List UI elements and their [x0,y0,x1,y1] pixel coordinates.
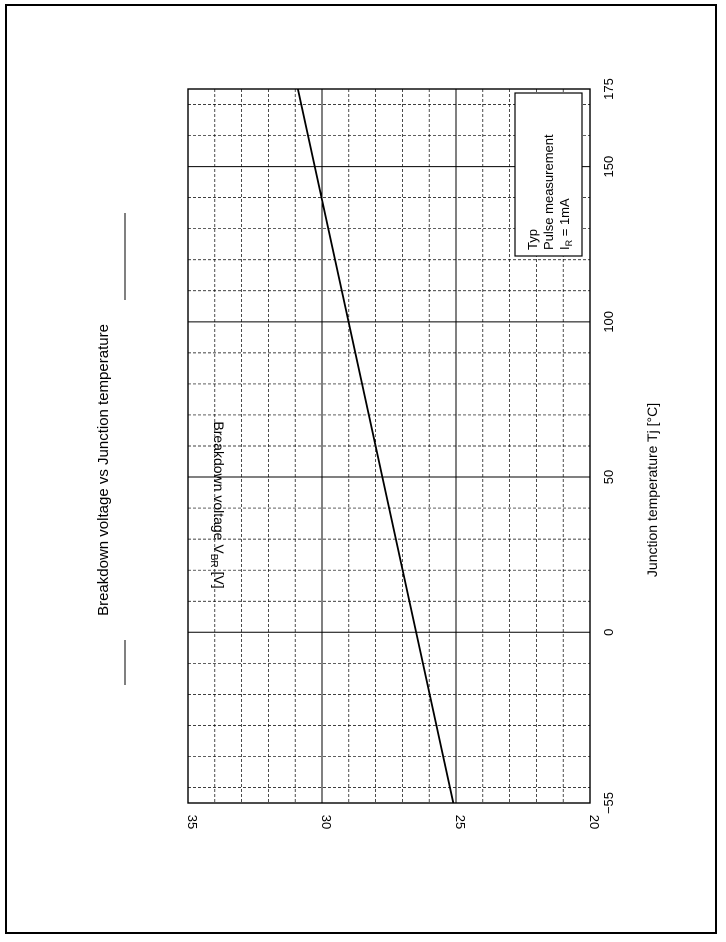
series-layer [297,88,455,804]
x-axis-label: Junction temperature Tj [°C] [644,403,660,577]
grid [188,89,590,803]
y-tick-label: 35 [185,815,200,829]
x-tick-label: −55 [601,792,616,814]
x-tick-label: 150 [601,156,616,178]
x-tick-label: 0 [601,629,616,636]
legend-current-sub: R [564,239,574,246]
x-tick-label: 50 [601,470,616,484]
plot-frame [187,88,591,804]
x-tick-label: 175 [601,78,616,100]
y-tick-label: 20 [587,815,602,829]
chart-title: Breakdown voltage vs Junction temperatur… [95,324,112,616]
y-axis-label-sub: BR [208,554,219,568]
title-group: Breakdown voltage vs Junction temperatur… [95,213,126,685]
y-axis-label-unit: [V] [211,568,227,589]
tick-labels: −55 0 50 100 150 175 20 25 30 35 [185,78,616,829]
series-line [297,88,455,804]
legend-current-symbol: I [557,246,572,250]
legend-line-pulse: Pulse measurement [541,134,556,250]
legend-frame [514,92,583,257]
x-tick-label: 100 [601,311,616,333]
legend-box: Typ Pulse measurement IR = 1mA [514,92,583,257]
legend-line-typ: Typ [525,229,540,250]
y-axis-label: Breakdown voltage VBR [V] [208,421,227,588]
legend-current-value: = 1mA [557,198,572,240]
page-frame [5,4,717,934]
y-axis-label-main: Breakdown voltage V [211,421,227,554]
legend-line-current: IR = 1mA [557,198,574,250]
y-tick-label: 25 [453,815,468,829]
y-tick-label: 30 [319,815,334,829]
